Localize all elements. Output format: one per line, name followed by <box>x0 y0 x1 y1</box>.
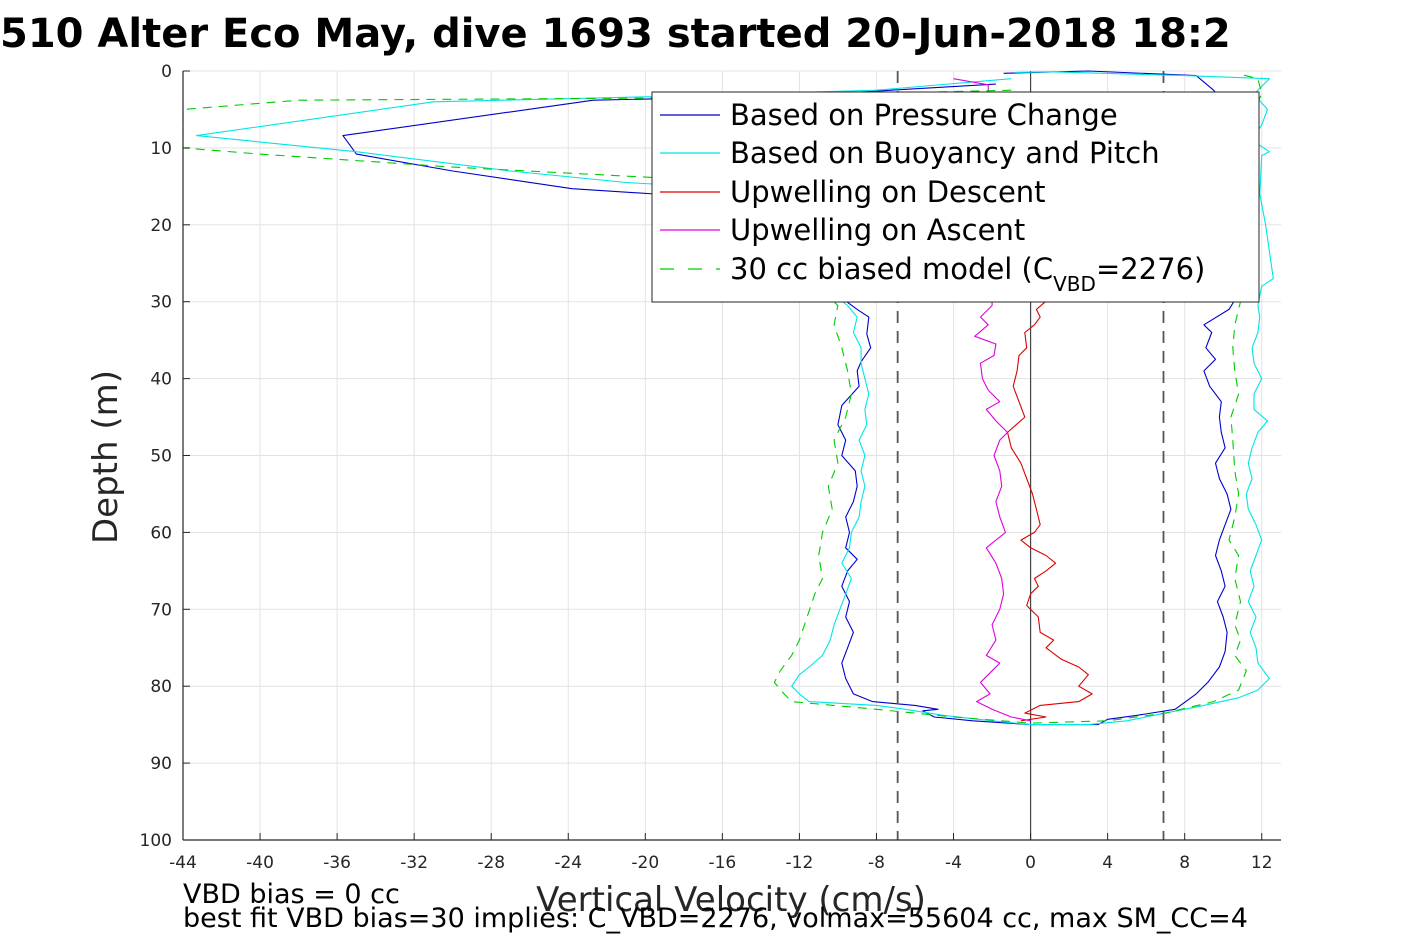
x-tick-label: 4 <box>1102 853 1113 873</box>
legend-label: Based on Pressure Change <box>730 98 1118 132</box>
series-group <box>182 70 1274 726</box>
legend-label: Upwelling on Ascent <box>730 213 1025 247</box>
legend-label-subscript: VBD <box>1053 272 1096 296</box>
x-tick-label: 8 <box>1179 853 1190 873</box>
series-line-5 <box>182 74 1263 724</box>
chart-title: 510 Alter Eco May, dive 1693 started 20-… <box>0 11 1231 57</box>
y-tick-label: 60 <box>150 523 172 543</box>
x-tick-label: -28 <box>477 853 505 873</box>
y-tick-label: 30 <box>150 293 172 313</box>
y-tick-label: 10 <box>150 139 172 159</box>
y-tick-label: 70 <box>150 600 172 620</box>
series-line-2 <box>195 71 1274 726</box>
y-axis-label: Depth (m) <box>86 370 126 544</box>
x-tick-label: -24 <box>554 853 582 873</box>
best-fit-note: best fit VBD bias=30 implies: C_VBD=2276… <box>183 903 1248 934</box>
legend-box <box>651 91 1260 303</box>
x-tick-label: -32 <box>400 853 428 873</box>
x-tick-label: -36 <box>323 853 351 873</box>
legend-label-suffix: =2276) <box>1096 252 1205 286</box>
x-tick-label: -20 <box>631 853 659 873</box>
legend-label: Based on Buoyancy and Pitch <box>730 136 1160 170</box>
y-tick-labels: 0 10 20 30 40 50 60 70 80 90 100 <box>140 62 190 851</box>
x-axis-label: Vertical Velocity (cm/s) <box>536 880 926 920</box>
series-line-3 <box>1006 297 1093 722</box>
x-tick-labels: -44 -40 -36 -32 -28 -24 -20 -16 -12 -8 -4 0 4 8 12 <box>169 833 1273 873</box>
y-tick-label: 40 <box>150 370 172 390</box>
x-tick-label: -44 <box>169 853 197 873</box>
y-tick-label: 50 <box>150 447 172 467</box>
series-line-1 <box>342 70 1244 726</box>
y-tick-label: 20 <box>150 216 172 236</box>
x-tick-label: -40 <box>246 853 274 873</box>
series-line-4 <box>953 78 1031 722</box>
y-tick-label: 90 <box>150 754 172 774</box>
legend-label-prefix: 30 cc biased model (C <box>730 252 1053 286</box>
y-tick-label: 80 <box>150 677 172 697</box>
x-tick-label: -12 <box>786 853 814 873</box>
y-tick-label: 100 <box>140 831 172 851</box>
legend-label: Upwelling on Descent <box>730 175 1046 209</box>
x-tick-label: -16 <box>708 853 736 873</box>
x-tick-label: 0 <box>1025 853 1036 873</box>
x-tick-label: -4 <box>945 853 962 873</box>
legend: Based on Pressure Change Based on Buoyanc… <box>651 91 1260 303</box>
legend-label: 30 cc biased model (CVBD=2276) <box>730 252 1205 296</box>
x-tick-label: 12 <box>1251 853 1273 873</box>
vbd-bias-note: VBD bias = 0 cc <box>183 879 400 910</box>
y-tick-label: 0 <box>161 62 172 82</box>
x-tick-label: -8 <box>868 853 885 873</box>
